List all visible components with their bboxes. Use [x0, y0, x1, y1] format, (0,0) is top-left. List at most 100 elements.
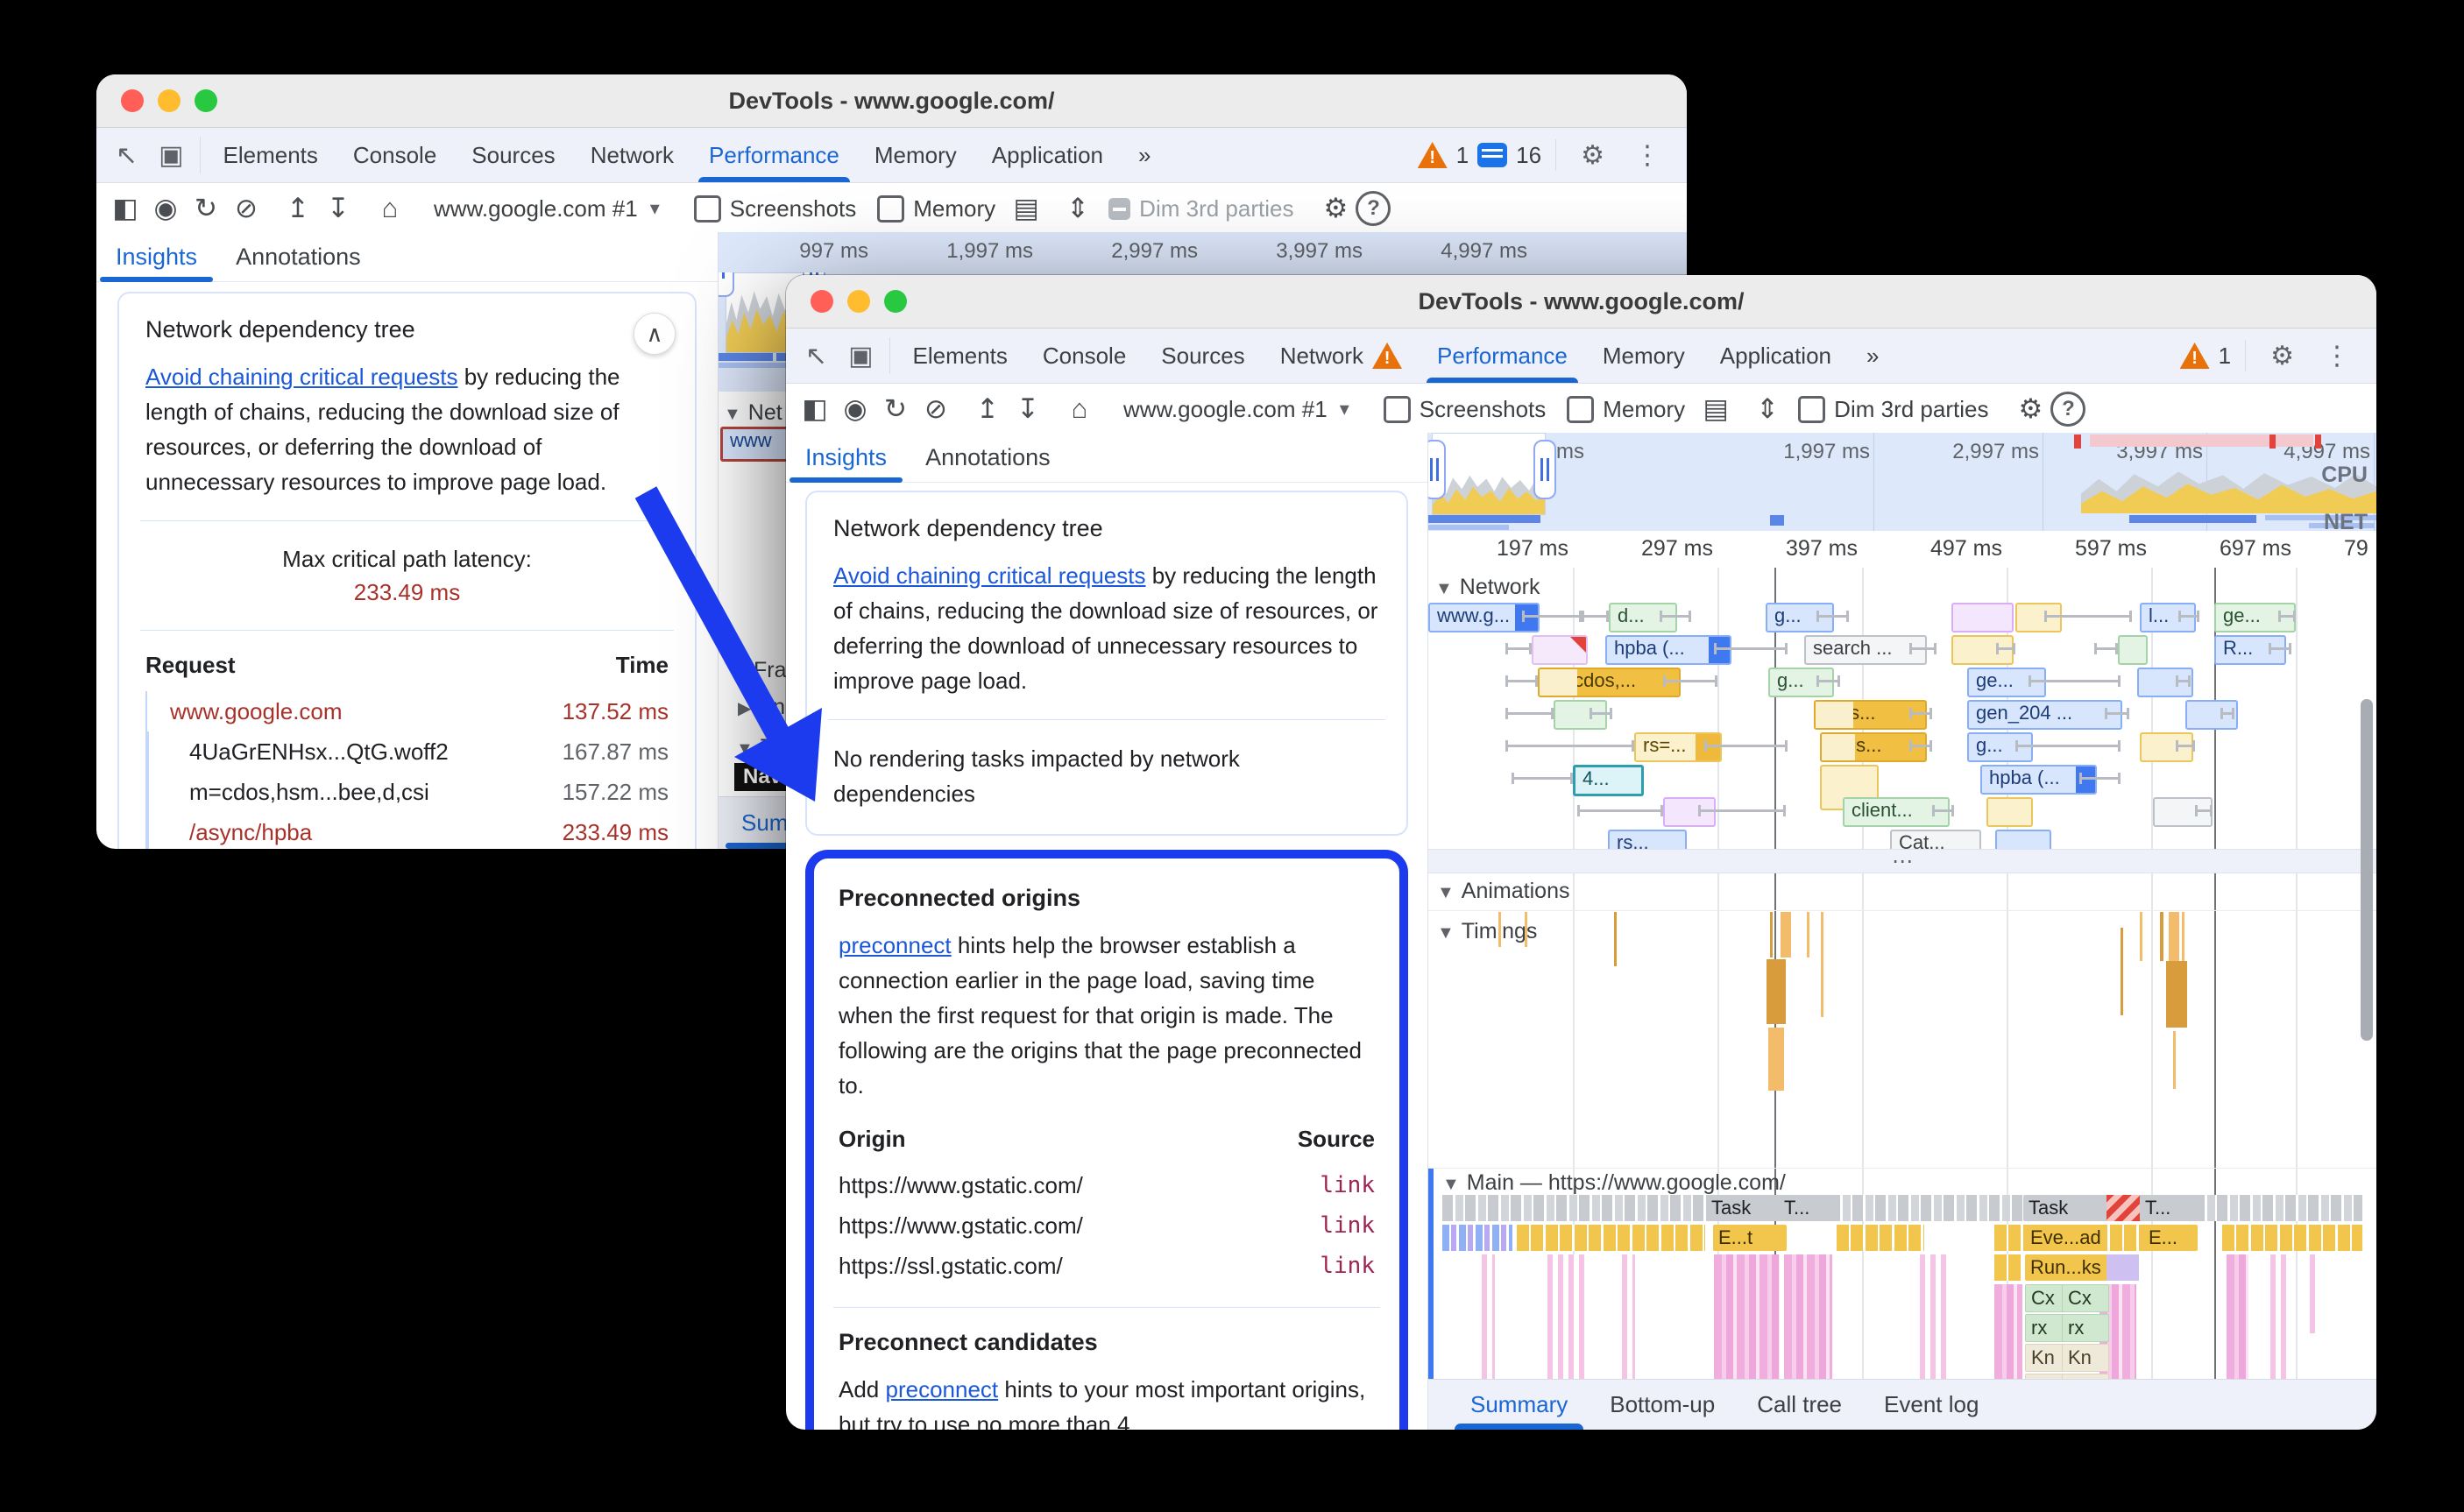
- minimap-handle-right[interactable]: [1533, 440, 1556, 499]
- network-request[interactable]: g...: [1768, 668, 1834, 697]
- reload-and-record-icon[interactable]: ↻: [195, 193, 217, 223]
- tab-insights[interactable]: Insights: [786, 433, 906, 483]
- titlebar-back[interactable]: DevTools - www.google.com/: [96, 74, 1687, 128]
- memory-checkbox[interactable]: Memory: [867, 194, 1006, 223]
- tab-performance[interactable]: Performance: [691, 128, 857, 182]
- inspect-icon[interactable]: ↖: [116, 140, 138, 170]
- settings-gear-icon[interactable]: ⚙: [1581, 140, 1604, 170]
- table-row[interactable]: https://www.gstatic.com/link: [839, 1172, 1375, 1198]
- network-request[interactable]: m=cdos,...: [1538, 668, 1681, 697]
- network-request[interactable]: d...: [1609, 603, 1677, 632]
- tab-memory[interactable]: Memory: [1602, 342, 1685, 369]
- memory-checkbox[interactable]: Memory: [1556, 395, 1696, 423]
- animations-track[interactable]: ▼ Animations: [1428, 872, 2376, 911]
- toggle-sidebar-icon[interactable]: ◧: [802, 393, 828, 424]
- tab-console[interactable]: Console: [352, 141, 437, 168]
- tab-elements[interactable]: Elements: [912, 342, 1008, 369]
- upload-profile-icon[interactable]: ↥: [976, 393, 999, 424]
- screenshots-checkbox[interactable]: Screenshots: [1373, 395, 1557, 423]
- network-request[interactable]: [1532, 635, 1588, 665]
- flame-event[interactable]: Eve...ad: [2025, 1225, 2106, 1251]
- tab-annotations[interactable]: Annotations: [236, 243, 361, 270]
- table-row[interactable]: 4UaGrENHsx...QtG.woff2 167.87 ms: [145, 731, 669, 772]
- tab-console[interactable]: Console: [1042, 342, 1127, 369]
- preconnect-link[interactable]: preconnect: [885, 1376, 999, 1402]
- tab-annotations[interactable]: Annotations: [925, 443, 1051, 470]
- record-icon[interactable]: ◉: [843, 393, 867, 424]
- vertical-scrollbar[interactable]: [2361, 699, 2373, 1041]
- download-profile-icon[interactable]: ↧: [327, 193, 350, 223]
- track-resize-handle[interactable]: ⋯: [1428, 849, 2376, 873]
- network-request[interactable]: [1951, 603, 2014, 632]
- home-icon[interactable]: ⌂: [1071, 393, 1088, 424]
- close-button[interactable]: [811, 290, 833, 313]
- tab-summary[interactable]: Summary: [1449, 1380, 1589, 1430]
- network-request[interactable]: [1663, 797, 1716, 827]
- home-icon[interactable]: ⌂: [381, 193, 399, 223]
- minimap-selection[interactable]: [1432, 433, 1546, 515]
- titlebar-front[interactable]: DevTools - www.google.com/: [786, 275, 2376, 329]
- network-request[interactable]: 4...: [1573, 765, 1644, 796]
- network-request[interactable]: client...: [1843, 797, 1950, 827]
- tab-elements[interactable]: Elements: [223, 141, 318, 168]
- network-request[interactable]: Cat...: [1890, 830, 1981, 849]
- network-request[interactable]: search ...: [1804, 635, 1927, 665]
- tab-insights[interactable]: Insights: [96, 232, 216, 282]
- tab-event-log[interactable]: Event log: [1884, 1391, 1979, 1417]
- tab-application[interactable]: Application: [1719, 342, 1831, 369]
- flame-task[interactable]: Task: [1706, 1195, 1784, 1221]
- network-request[interactable]: m=s...: [1814, 700, 1927, 730]
- preconnect-link[interactable]: preconnect: [839, 932, 952, 958]
- history-dropdown[interactable]: www.google.com #1 ▾: [1123, 395, 1349, 422]
- flame-fn[interactable]: In: [2062, 1374, 2109, 1380]
- network-request[interactable]: rs...: [1608, 830, 1687, 849]
- flame-task[interactable]: T...: [2140, 1195, 2200, 1221]
- gc-brush-icon[interactable]: ▤: [1703, 393, 1729, 424]
- collapse-tracks-icon[interactable]: ⇕: [1066, 193, 1090, 223]
- clear-icon[interactable]: ⊘: [924, 393, 947, 424]
- record-icon[interactable]: ◉: [153, 193, 178, 223]
- network-request[interactable]: hpba (...: [1605, 635, 1731, 665]
- network-request[interactable]: [2137, 668, 2193, 697]
- more-tabs-icon[interactable]: »: [1138, 141, 1151, 168]
- help-icon[interactable]: ?: [1356, 191, 1391, 226]
- tab-memory[interactable]: Memory: [874, 141, 957, 168]
- tab-summary-back[interactable]: Sum: [741, 809, 789, 836]
- flame-fn[interactable]: rx: [2062, 1314, 2109, 1342]
- tab-performance[interactable]: Performance: [1420, 329, 1585, 383]
- flame-event[interactable]: E...: [2143, 1225, 2198, 1251]
- network-request[interactable]: www.g...: [1428, 603, 1540, 632]
- network-track[interactable]: ▼ Network www.g... d... g... l... ge... hpba (…: [1428, 568, 2376, 849]
- flame-chart[interactable]: Task T... Task T... E...t Eve...ad E... Run...k…: [1434, 1195, 2376, 1380]
- timings-track[interactable]: ▼Timings: [1428, 910, 2376, 1169]
- toggle-sidebar-icon[interactable]: ◧: [112, 193, 138, 223]
- network-request[interactable]: g...: [1766, 603, 1834, 632]
- settings-gear-icon[interactable]: ⚙: [1323, 193, 1349, 223]
- zoom-button[interactable]: [884, 290, 907, 313]
- tab-application[interactable]: Application: [991, 141, 1103, 168]
- network-request[interactable]: [2153, 797, 2213, 827]
- animations-section-label[interactable]: ▶ Ani: [738, 695, 790, 719]
- settings-gear-icon[interactable]: ⚙: [2270, 341, 2294, 371]
- frames-section-label[interactable]: Fra: [754, 658, 787, 682]
- flame-fn[interactable]: Cx: [2062, 1284, 2109, 1312]
- network-request[interactable]: rs=...: [1634, 732, 1722, 762]
- timeline-ruler[interactable]: 197 ms 297 ms 397 ms 497 ms 597 ms 697 ms 79: [1428, 531, 2376, 569]
- network-request[interactable]: m=s...: [1820, 732, 1927, 762]
- tab-bottom-up[interactable]: Bottom-up: [1610, 1391, 1716, 1417]
- reload-and-record-icon[interactable]: ↻: [884, 393, 907, 424]
- network-request[interactable]: g...: [1967, 732, 2033, 762]
- tab-sources[interactable]: Sources: [1161, 342, 1245, 369]
- device-toolbar-icon[interactable]: ▣: [848, 341, 874, 371]
- network-section-label[interactable]: ▼ Network: [1435, 575, 1540, 599]
- device-toolbar-icon[interactable]: ▣: [159, 140, 184, 170]
- minimap-handle-left[interactable]: [719, 272, 734, 297]
- network-request[interactable]: [2118, 635, 2148, 665]
- zoom-button[interactable]: [195, 89, 217, 112]
- table-row[interactable]: www.google.com 137.52 ms: [145, 691, 669, 731]
- close-button[interactable]: [121, 89, 144, 112]
- table-row[interactable]: https://ssl.gstatic.com/link: [839, 1253, 1375, 1279]
- more-tabs-icon[interactable]: »: [1866, 342, 1880, 369]
- network-request[interactable]: [1986, 797, 2033, 827]
- kebab-menu-icon[interactable]: ⋮: [1634, 140, 1660, 170]
